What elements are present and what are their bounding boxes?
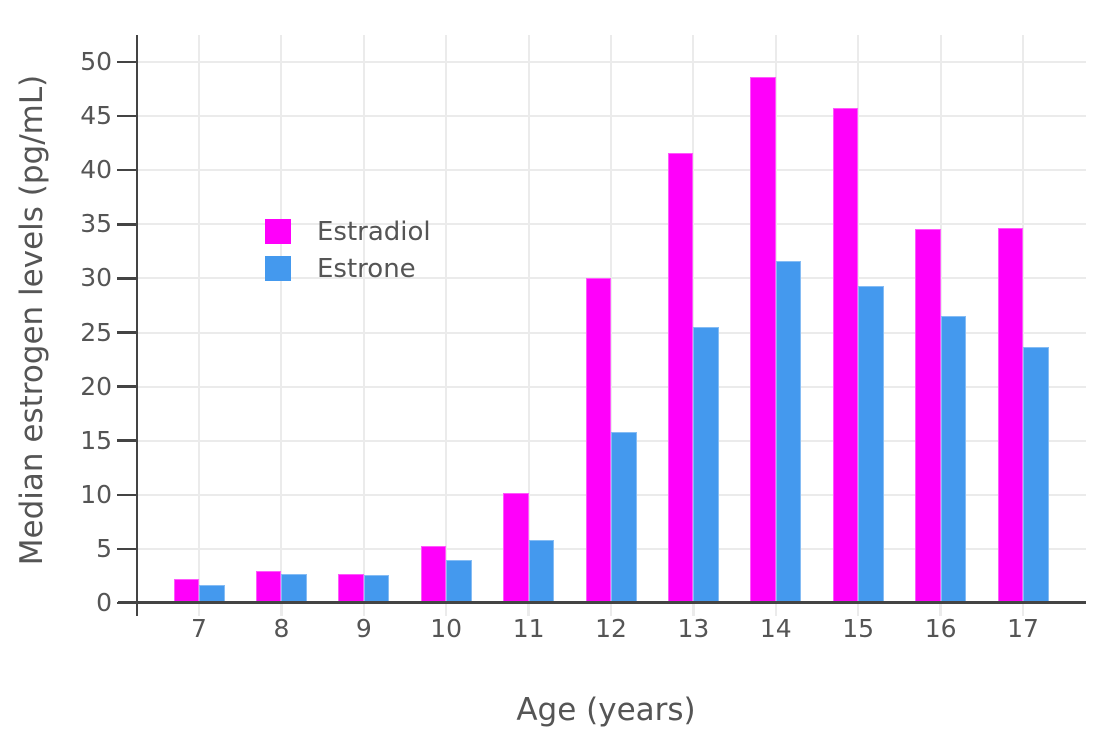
v-gridline-age-7	[198, 35, 200, 603]
y-tick-label-5: 5	[96, 533, 112, 563]
x-tick-age-17	[1021, 603, 1025, 616]
y-tick-20	[117, 385, 136, 388]
bar-estradiol-age-8[interactable]	[255, 570, 282, 603]
y-tick-10	[117, 493, 136, 497]
y-tick-label-50: 50	[80, 47, 112, 77]
y-tick-label-20: 20	[80, 371, 112, 401]
y-tick-40	[117, 168, 136, 172]
y-tick-45	[117, 114, 136, 118]
x-tick-label-age-7: 7	[191, 614, 207, 643]
y-tick-50	[117, 60, 136, 64]
y-tick-15	[117, 439, 136, 442]
bar-estrone-age-11[interactable]	[528, 540, 555, 603]
h-gridline-35	[138, 223, 1086, 226]
x-tick-label-age-16: 16	[924, 614, 957, 643]
bar-estrone-age-17[interactable]	[1023, 346, 1049, 603]
legend-label-estrone: Estrone	[317, 253, 416, 284]
x-tick-age-10	[444, 603, 448, 616]
x-tick-label-age-9: 9	[355, 614, 372, 643]
estrone-swatch-icon	[265, 256, 291, 281]
x-tick-age-13	[692, 603, 695, 616]
y-tick-5	[117, 547, 136, 551]
bar-estradiol-age-15[interactable]	[832, 107, 859, 603]
estradiol-swatch-icon	[265, 219, 291, 244]
y-tick-label-45: 45	[80, 101, 112, 131]
x-tick-age-16	[939, 603, 942, 616]
plot-area	[138, 35, 1086, 603]
bar-estrone-age-15[interactable]	[858, 286, 884, 603]
y-tick-label-10: 10	[80, 479, 112, 509]
y-tick-25	[117, 331, 136, 334]
h-gridline-25	[138, 331, 1086, 334]
x-tick-label-age-17: 17	[1007, 614, 1039, 643]
y-tick-35	[117, 223, 136, 226]
x-tick-label-age-12: 12	[595, 614, 627, 643]
bar-estrone-age-8[interactable]	[281, 573, 307, 603]
bar-estrone-age-9[interactable]	[363, 574, 390, 603]
x-tick-age-9	[362, 603, 366, 616]
bar-estradiol-age-11[interactable]	[503, 492, 529, 603]
x-tick-age-8	[280, 603, 283, 616]
v-gridline-age-8	[280, 35, 283, 603]
bar-estradiol-age-12[interactable]	[585, 278, 611, 603]
y-tick-label-0: 0	[96, 588, 112, 617]
bar-estradiol-age-16[interactable]	[915, 228, 941, 603]
bar-estrone-age-7[interactable]	[199, 584, 225, 603]
h-gridline-40	[138, 169, 1086, 172]
y-tick-label-35: 35	[80, 209, 112, 239]
x-axis-line	[118, 601, 1086, 604]
bar-estradiol-age-9[interactable]	[338, 573, 364, 603]
h-gridline-50	[138, 61, 1086, 64]
v-gridline-age-13	[692, 35, 695, 603]
x-tick-label-age-11: 11	[512, 614, 545, 643]
y-tick-30	[117, 277, 136, 280]
legend-label-estradiol: Estradiol	[317, 216, 431, 247]
bar-estrone-age-12[interactable]	[611, 432, 637, 603]
x-tick-age-15	[856, 603, 860, 616]
x-tick-age-7	[197, 603, 201, 616]
x-tick-age-14	[774, 603, 778, 616]
y-tick-label-30: 30	[80, 263, 112, 293]
v-gridline-age-12	[610, 35, 612, 603]
legend-item-estrone[interactable]: Estrone	[265, 250, 431, 287]
x-tick-label-age-10: 10	[430, 614, 463, 643]
bar-estradiol-age-14[interactable]	[750, 77, 776, 603]
x-axis-title: Age (years)	[516, 692, 696, 728]
y-tick-label-15: 15	[80, 425, 112, 455]
v-gridline-age-9	[362, 35, 365, 603]
bar-estradiol-age-7[interactable]	[173, 579, 199, 603]
h-gridline-45	[138, 115, 1086, 118]
x-tick-label-age-15: 15	[842, 614, 875, 643]
y-tick-label-40: 40	[80, 155, 112, 185]
x-tick-label-age-14: 14	[759, 614, 792, 643]
x-tick-age-11	[527, 603, 530, 616]
y-axis-line	[135, 35, 138, 616]
bar-estrone-age-14[interactable]	[775, 261, 802, 603]
bar-estrone-age-16[interactable]	[940, 316, 967, 603]
v-gridline-age-17	[1022, 35, 1024, 603]
x-tick-label-age-13: 13	[677, 614, 710, 643]
bar-estradiol-age-13[interactable]	[667, 152, 694, 603]
v-gridline-age-10	[445, 35, 448, 603]
h-gridline-20	[138, 385, 1086, 388]
bar-estradiol-age-17[interactable]	[997, 227, 1023, 603]
bar-estrone-age-10[interactable]	[446, 559, 472, 603]
bar-estrone-age-13[interactable]	[693, 327, 719, 603]
legend-item-estradiol[interactable]: Estradiol	[265, 213, 431, 250]
bar-estradiol-age-10[interactable]	[420, 545, 447, 603]
v-gridline-age-11	[527, 35, 530, 603]
x-tick-label-age-8: 8	[273, 614, 290, 643]
x-tick-age-12	[609, 603, 613, 616]
y-tick-label-25: 25	[80, 317, 112, 347]
h-gridline-30	[138, 277, 1086, 280]
legend: Estradiol Estrone	[265, 213, 431, 287]
